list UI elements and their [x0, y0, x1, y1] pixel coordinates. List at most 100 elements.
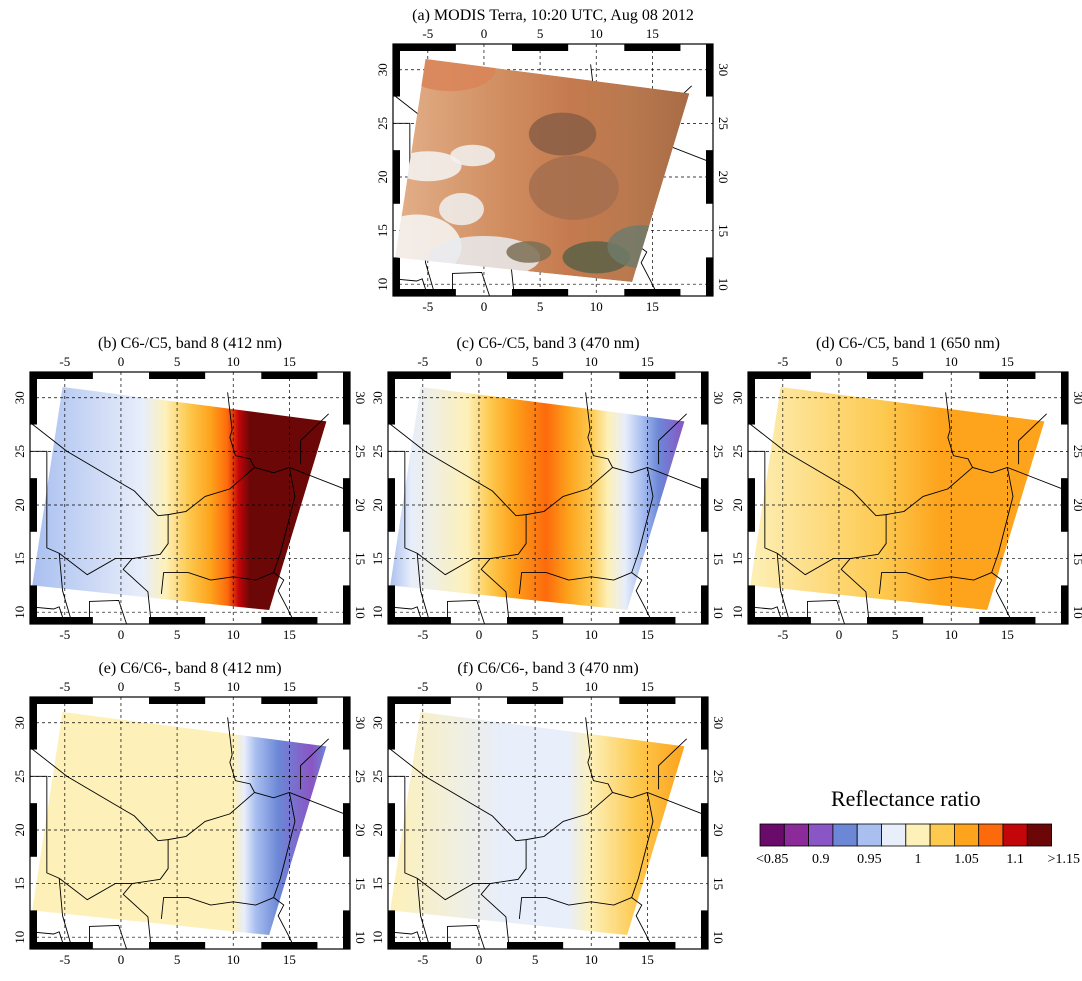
lon-tick-label: -5	[59, 679, 70, 694]
colorbar-swatch	[783, 823, 809, 847]
country-border	[416, 553, 429, 618]
lat-tick-label: 30	[12, 716, 27, 729]
lon-tick-label: -5	[417, 354, 428, 369]
colorbar-swatch	[808, 823, 834, 847]
lat-tick-label: 30	[353, 716, 368, 729]
frame-bar	[261, 617, 318, 624]
lon-tick-label: 15	[646, 26, 659, 41]
lat-tick-label: 10	[711, 931, 726, 944]
frame-bar	[1061, 372, 1068, 425]
frame-bar	[149, 942, 206, 949]
frame-bar	[512, 289, 569, 296]
map-panel: (f) C6/C6-, band 3 (470 nm) -5 -5 0 0 5 5 10 10 1…	[370, 660, 726, 967]
frame-bar	[36, 942, 93, 949]
frame-bar	[36, 617, 93, 624]
lon-tick-label: 0	[118, 952, 125, 967]
frame-bar	[394, 617, 451, 624]
country-border	[631, 467, 654, 625]
lat-tick-label: 15	[1071, 552, 1082, 565]
country-border	[840, 558, 870, 625]
frame-bar	[343, 585, 350, 624]
lon-tick-label: 15	[641, 952, 654, 967]
map-frame-outline	[29, 696, 351, 950]
frame-bar	[343, 478, 350, 532]
lon-tick-label: 15	[641, 354, 654, 369]
lat-tick-label: 30	[370, 716, 385, 729]
frame-bar	[748, 478, 755, 532]
frame-bar	[394, 697, 451, 704]
lat-tick-label: 10	[716, 278, 731, 291]
lon-tick-label: 15	[283, 627, 296, 642]
lon-tick-label: 5	[532, 354, 539, 369]
image-feature	[405, 59, 496, 92]
frame-bar	[619, 617, 676, 624]
lat-tick-label: 30	[370, 391, 385, 404]
country-border	[1018, 413, 1047, 465]
frame-bar	[701, 585, 708, 624]
lat-tick-label: 20	[716, 170, 731, 183]
lat-tick-label: 30	[711, 716, 726, 729]
panel-title: (a) MODIS Terra, 10:20 UTC, Aug 08 2012	[412, 7, 694, 24]
lon-tick-label: 0	[476, 679, 483, 694]
lat-tick-label: 10	[370, 606, 385, 619]
frame-bar	[343, 697, 350, 750]
lon-tick-label: -5	[417, 627, 428, 642]
frame-bar	[388, 585, 395, 624]
lon-tick-label: -5	[59, 627, 70, 642]
lat-tick-label: 15	[730, 552, 745, 565]
lon-tick-label: 0	[481, 26, 488, 41]
lon-tick-label: 10	[585, 952, 598, 967]
frame-bar	[388, 803, 395, 857]
image-feature	[506, 241, 552, 263]
frame-bar	[343, 910, 350, 949]
frame-bar	[512, 44, 569, 51]
frame-bar	[343, 803, 350, 857]
swath	[32, 712, 327, 936]
lat-tick-label: 20	[711, 823, 726, 836]
frame-bar	[393, 257, 400, 296]
frame-bar	[979, 372, 1036, 379]
lon-tick-label: 10	[227, 952, 240, 967]
lon-tick-label: 10	[585, 679, 598, 694]
lon-tick-label: 5	[174, 627, 181, 642]
frame-bar	[343, 372, 350, 425]
lat-tick-label: 20	[353, 823, 368, 836]
lat-tick-label: 25	[716, 117, 731, 130]
swath	[390, 387, 685, 611]
lon-tick-label: 5	[532, 679, 539, 694]
country-border	[747, 606, 784, 625]
frame-bar	[393, 44, 400, 97]
lat-tick-label: 25	[375, 117, 390, 130]
lat-tick-label: 10	[12, 606, 27, 619]
lat-tick-label: 30	[353, 391, 368, 404]
image-feature	[528, 155, 619, 220]
panel-title: (d) C6-/C5, band 1 (650 nm)	[816, 335, 1000, 352]
frame-bar	[394, 372, 451, 379]
country-border	[273, 792, 296, 950]
colorbar-label: >1.15	[1048, 852, 1080, 867]
panel-title: (c) C6-/C5, band 3 (470 nm)	[456, 335, 639, 352]
frame-bar	[754, 372, 811, 379]
country-border	[518, 572, 632, 595]
lon-tick-label: -5	[777, 627, 788, 642]
country-border	[160, 897, 274, 920]
colorbar-label: 1.05	[954, 852, 979, 867]
country-border	[300, 413, 329, 465]
lon-tick-label: -5	[422, 299, 433, 314]
colorbar-label: <0.85	[756, 852, 788, 867]
country-border	[58, 553, 71, 618]
lon-tick-label: 15	[641, 627, 654, 642]
lon-tick-label: -5	[417, 679, 428, 694]
lat-tick-label: 30	[711, 391, 726, 404]
country-border	[300, 738, 329, 790]
lat-tick-label: 15	[353, 877, 368, 890]
country-border	[29, 606, 66, 625]
swath	[750, 387, 1045, 611]
frame-bar	[30, 697, 37, 750]
frame-bar	[393, 150, 400, 204]
country-border	[387, 606, 424, 625]
map-panel: (d) C6-/C5, band 1 (650 nm) -5 -5 0 0 5 5 10 10 1…	[730, 335, 1082, 642]
lon-tick-label: 15	[283, 952, 296, 967]
frame-bar	[149, 372, 206, 379]
